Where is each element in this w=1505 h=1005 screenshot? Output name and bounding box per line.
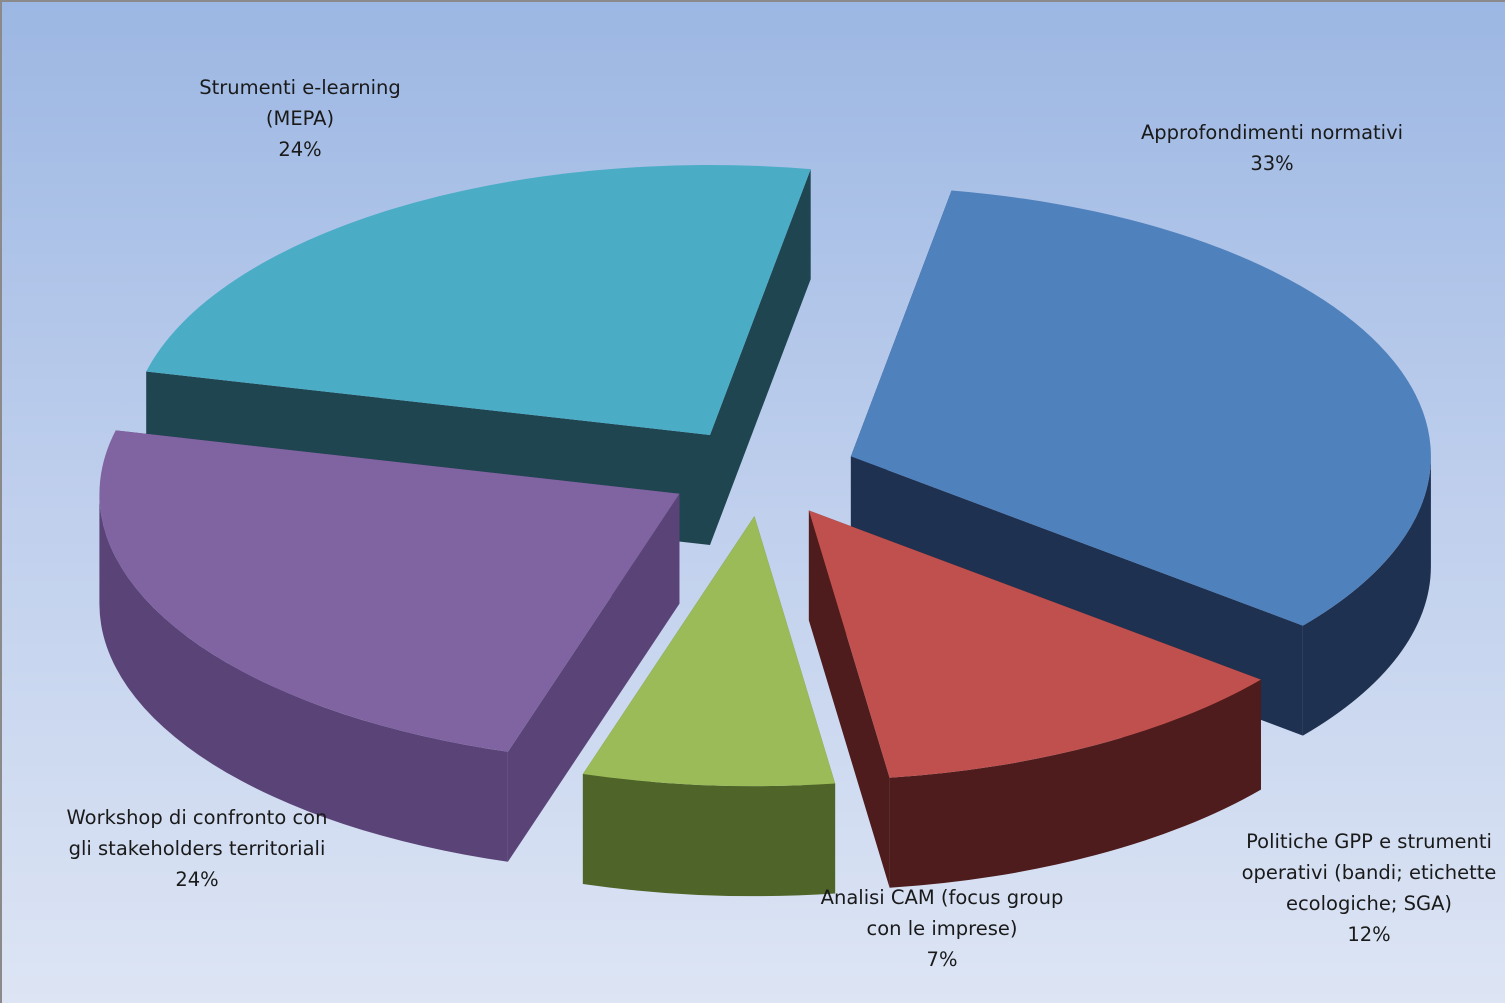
slice-2-outer-wall-0 bbox=[582, 774, 836, 897]
label-strumenti-e-learning: Strumenti e-learning (MEPA) 24% bbox=[199, 76, 401, 161]
label-approfondimenti-normativi: Approfondimenti normativi 33% bbox=[1140, 121, 1404, 175]
slice-1-wall-end bbox=[808, 510, 890, 888]
slice-0-outer-wall-0 bbox=[1302, 456, 1431, 736]
slice-1-outer-wall-0 bbox=[889, 679, 1261, 888]
slice-3-top bbox=[99, 430, 680, 752]
slice-2-top bbox=[582, 516, 836, 787]
label-politiche-gpp: Politiche GPP e strumenti operativi (ban… bbox=[1241, 830, 1497, 946]
label-workshop: Workshop di confronto con gli stakeholde… bbox=[66, 806, 328, 891]
slice-1-top bbox=[808, 510, 1261, 778]
slice-0-top bbox=[850, 190, 1431, 626]
slice-3-outer-wall-0 bbox=[99, 493, 508, 862]
slice-4-top bbox=[146, 164, 811, 435]
label-analisi-cam: Analisi CAM (focus group con le imprese)… bbox=[820, 886, 1064, 971]
slice-4-wall-end bbox=[710, 169, 811, 545]
